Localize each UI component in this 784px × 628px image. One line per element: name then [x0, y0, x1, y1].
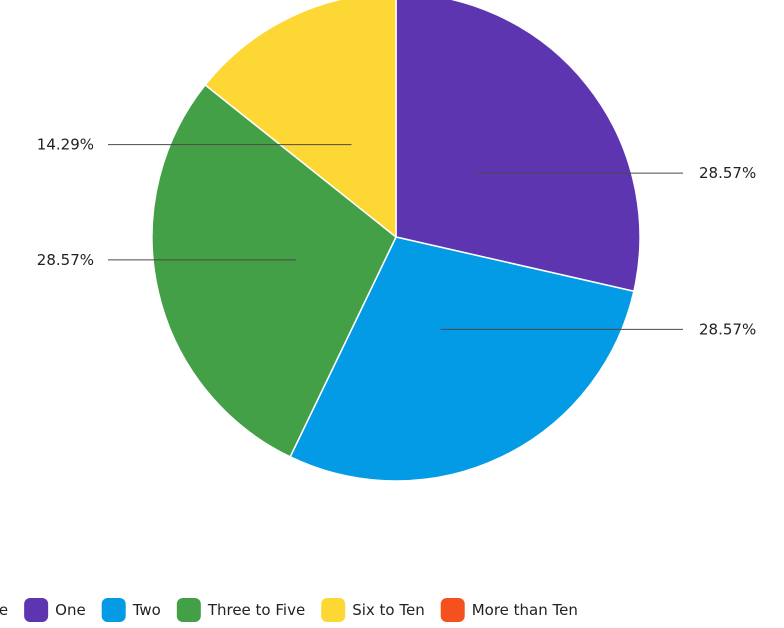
legend-item-more-than-ten: More than Ten	[440, 598, 578, 622]
legend-label-six-to-ten: Six to Ten	[352, 601, 425, 619]
legend-item-two: Two	[101, 598, 161, 622]
legend-swatch-more-than-ten	[440, 598, 465, 622]
legend-swatch-six-to-ten	[321, 598, 346, 622]
pie-slice-six-to-ten	[204, 0, 397, 239]
pie-slice-two	[289, 236, 635, 482]
legend-label-three-to-five: Three to Five	[207, 601, 305, 619]
legend: None One Two Three to Five Six to Ten More th…	[0, 598, 578, 622]
legend-label-none: None	[0, 601, 8, 619]
pie-slice-three-to-five	[151, 83, 397, 458]
data-labels: 28.57% 28.57% 28.57% 14.29%	[37, 136, 756, 339]
legend-label-one: One	[55, 601, 86, 619]
pie-slice-one	[395, 0, 641, 293]
legend-label-two: Two	[132, 601, 161, 619]
legend-item-six-to-ten: Six to Ten	[321, 598, 425, 622]
data-label-three-to-five: 28.57%	[37, 251, 94, 269]
legend-swatch-three-to-five	[176, 598, 201, 622]
legend-swatch-one	[24, 598, 49, 622]
legend-item-one: One	[24, 598, 86, 622]
legend-item-three-to-five: Three to Five	[176, 598, 305, 622]
data-label-one: 28.57%	[699, 164, 756, 182]
legend-swatch-two	[101, 598, 126, 622]
pie-slices	[151, 0, 641, 482]
leader-lines	[108, 144, 683, 330]
data-label-two: 28.57%	[699, 320, 756, 338]
legend-label-more-than-ten: More than Ten	[472, 601, 578, 619]
data-label-six-to-ten: 14.29%	[37, 136, 94, 154]
legend-item-none: None	[0, 601, 8, 619]
